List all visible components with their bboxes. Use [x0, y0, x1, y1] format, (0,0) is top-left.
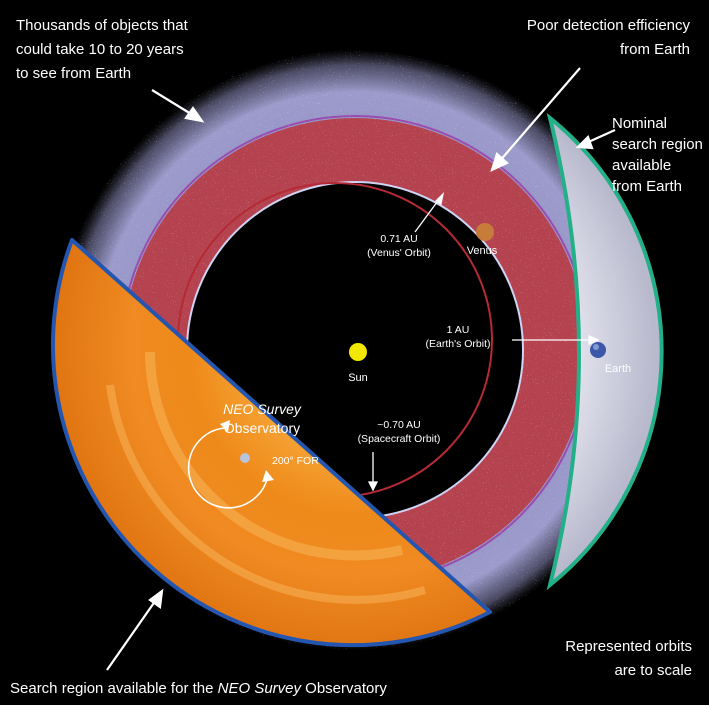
- earth: [590, 342, 606, 358]
- poor-detection-label: Poor detection efficiency from Earth: [527, 17, 691, 58]
- neo-search-sector: [51, 238, 492, 648]
- nominal-region-label: Nominal search region available from Ear…: [612, 115, 703, 195]
- spacecraft-orbit-label: ~0.70 AU (Spacecraft Orbit): [358, 419, 441, 445]
- svg-text:(Earth's Orbit): (Earth's Orbit): [425, 338, 490, 350]
- scale-note: Represented orbits are to scale: [565, 638, 692, 679]
- svg-text:available: available: [612, 157, 671, 174]
- sun: [349, 343, 367, 361]
- sector-rings: [106, 351, 427, 604]
- venus-label: Venus: [467, 245, 498, 257]
- venus-orbit-label: 0.71 AU (Venus' Orbit): [367, 233, 431, 259]
- svg-text:to see from Earth: to see from Earth: [16, 65, 131, 82]
- svg-text:NEO Survey: NEO Survey: [223, 401, 302, 417]
- svg-text:1 AU: 1 AU: [447, 324, 470, 336]
- field-of-regard-arc: [187, 427, 269, 509]
- thousands-label: Thousands of objects that could take 10 …: [16, 17, 189, 82]
- svg-text:from Earth: from Earth: [612, 178, 682, 195]
- earth-orbit-label: 1 AU (Earth's Orbit): [425, 324, 490, 350]
- svg-text:from Earth: from Earth: [620, 41, 690, 58]
- for-label: 200° FOR: [272, 455, 319, 467]
- observatory-icon: [240, 453, 250, 463]
- svg-text:0.71 AU: 0.71 AU: [380, 233, 417, 245]
- svg-text:Represented orbits: Represented orbits: [565, 638, 692, 655]
- sun-label: Sun: [348, 372, 368, 384]
- svg-text:Nominal: Nominal: [612, 115, 667, 132]
- svg-text:are to scale: are to scale: [614, 662, 692, 679]
- svg-text:Thousands of objects that: Thousands of objects that: [16, 17, 189, 34]
- venus: [476, 223, 494, 241]
- search-region-label: Search region available for the NEO Surv…: [10, 680, 387, 697]
- svg-text:(Venus' Orbit): (Venus' Orbit): [367, 247, 431, 259]
- svg-text:(Spacecraft Orbit): (Spacecraft Orbit): [358, 433, 441, 445]
- svg-text:~0.70 AU: ~0.70 AU: [377, 419, 421, 431]
- svg-text:Observatory: Observatory: [224, 420, 300, 436]
- svg-text:could take 10 to 20 years: could take 10 to 20 years: [16, 41, 184, 58]
- earth-label: Earth: [605, 363, 631, 375]
- leader-arrows: [106, 67, 616, 671]
- svg-text:Poor detection efficiency: Poor detection efficiency: [527, 17, 691, 34]
- observatory-label: NEO Survey Observatory: [223, 401, 302, 436]
- svg-text:search region: search region: [612, 136, 703, 153]
